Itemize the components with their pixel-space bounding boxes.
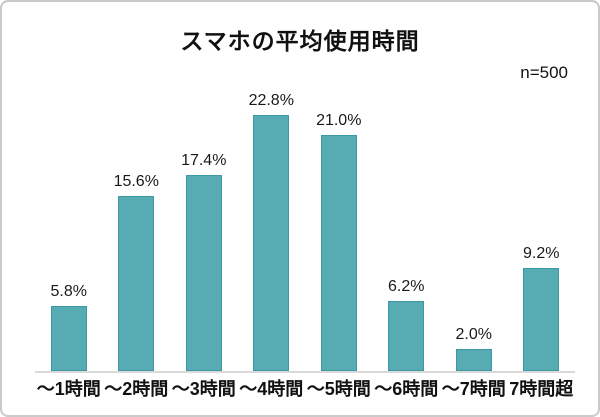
bar [253,114,290,371]
x-axis-label: ～1時間 [36,379,101,399]
bar-group: 15.6% [103,90,171,371]
bar-group: 2.0% [440,90,508,371]
bar-group: 9.2% [508,90,576,371]
bar [320,134,357,371]
bar-value-label: 6.2% [388,278,425,296]
bar-value-label: 9.2% [523,244,560,262]
plot-area: 5.8% 15.6% 17.4% 22.8% 21.0% 6.2% 2.0% 9.2% [35,90,575,371]
x-axis-label: ～3時間 [171,379,236,399]
bar [50,305,87,371]
bar-group: 21.0% [305,90,373,371]
bar-value-label: 21.0% [316,111,362,129]
x-axis-label: ～4時間 [239,379,304,399]
sample-size-label: n=500 [520,63,568,82]
bar [185,175,222,371]
bar-value-label: 5.8% [50,282,87,300]
bar-group: 6.2% [373,90,441,371]
bar-value-label: 22.8% [248,91,294,109]
bar-group: 22.8% [238,90,306,371]
bar-value-label: 2.0% [455,325,492,343]
x-axis: ～1時間 ～2時間 ～3時間 ～4時間 ～5時間 ～6時間 ～7時間 7時間超 [35,371,575,400]
x-axis-label: 7時間超 [509,379,574,399]
bar-value-label: 15.6% [113,172,159,190]
bar-group: 17.4% [170,90,238,371]
bar [523,267,560,371]
x-axis-label: ～5時間 [306,379,371,399]
bar [388,301,425,371]
bar [455,348,492,371]
bar [118,195,155,371]
bar-value-label: 17.4% [181,152,227,170]
bar-group: 5.8% [35,90,103,371]
chart-title: スマホの平均使用時間 [180,28,420,54]
x-axis-label: ～7時間 [441,379,506,399]
x-axis-label: ～2時間 [104,379,169,399]
x-axis-label: ～6時間 [374,379,439,399]
